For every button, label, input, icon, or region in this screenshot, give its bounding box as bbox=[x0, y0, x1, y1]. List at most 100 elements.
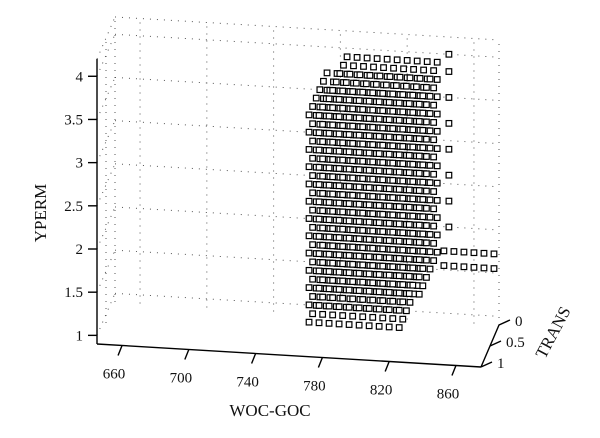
data-point bbox=[395, 203, 403, 211]
data-point bbox=[395, 220, 403, 228]
data-point bbox=[309, 120, 317, 128]
data-point bbox=[450, 248, 458, 255]
data-point bbox=[355, 166, 363, 174]
data-point bbox=[385, 271, 393, 279]
data-point bbox=[402, 82, 410, 90]
data-point bbox=[325, 199, 333, 206]
data-point bbox=[379, 124, 387, 132]
data-point bbox=[319, 172, 327, 180]
data-point bbox=[309, 223, 317, 231]
data-point bbox=[420, 66, 428, 74]
data-point bbox=[319, 120, 327, 128]
data-point bbox=[430, 170, 438, 178]
data-point bbox=[395, 168, 403, 176]
data-point bbox=[369, 175, 377, 183]
grid-line-left-z bbox=[96, 293, 116, 336]
data-point bbox=[369, 279, 377, 287]
data-point bbox=[375, 322, 383, 330]
data-point bbox=[343, 53, 351, 61]
data-point bbox=[309, 206, 317, 214]
data-point bbox=[336, 70, 344, 78]
data-point bbox=[433, 162, 441, 170]
data-point bbox=[375, 184, 383, 192]
data-point bbox=[415, 290, 423, 298]
data-point bbox=[440, 247, 448, 255]
data-point bbox=[450, 262, 458, 270]
data-point bbox=[345, 217, 353, 225]
grid-line-left-z bbox=[96, 163, 116, 207]
data-point bbox=[339, 208, 347, 216]
data-point bbox=[379, 210, 387, 218]
data-point bbox=[385, 219, 393, 227]
data-point bbox=[329, 87, 337, 94]
data-point bbox=[399, 177, 407, 185]
data-point bbox=[385, 254, 393, 262]
data-point bbox=[352, 79, 360, 87]
data-point bbox=[375, 253, 383, 261]
data-point bbox=[419, 265, 427, 272]
data-point bbox=[395, 151, 403, 159]
data-point bbox=[385, 168, 393, 175]
data-point bbox=[319, 190, 327, 197]
data-point bbox=[365, 270, 373, 278]
data-point bbox=[426, 110, 434, 117]
data-point bbox=[382, 81, 390, 89]
data-point bbox=[430, 67, 438, 75]
data-point bbox=[365, 115, 373, 122]
data-point bbox=[430, 136, 438, 144]
data-point bbox=[379, 228, 387, 235]
data-point bbox=[415, 221, 423, 229]
data-point bbox=[349, 209, 357, 216]
data-point bbox=[345, 234, 353, 242]
data-point bbox=[345, 165, 353, 173]
data-point bbox=[460, 248, 468, 256]
data-point bbox=[402, 307, 410, 315]
data-point bbox=[355, 200, 363, 208]
data-point bbox=[405, 290, 413, 298]
data-point bbox=[305, 146, 313, 153]
data-point bbox=[315, 267, 323, 275]
data-point bbox=[319, 207, 327, 215]
data-point bbox=[409, 195, 417, 203]
data-point bbox=[445, 197, 453, 205]
data-point bbox=[395, 99, 403, 107]
data-point bbox=[470, 249, 478, 257]
data-point bbox=[423, 118, 430, 126]
data-point bbox=[426, 196, 434, 204]
data-point bbox=[430, 153, 438, 161]
x-tick bbox=[317, 357, 324, 368]
data-point bbox=[426, 92, 434, 100]
data-point bbox=[375, 150, 383, 158]
data-point bbox=[345, 200, 353, 208]
data-point bbox=[355, 97, 363, 105]
data-point bbox=[379, 245, 387, 253]
data-point bbox=[389, 297, 397, 305]
data-point bbox=[370, 63, 377, 71]
data-point bbox=[410, 66, 417, 73]
data-point bbox=[389, 194, 397, 202]
data-point bbox=[349, 226, 357, 234]
data-point bbox=[309, 241, 317, 249]
data-point bbox=[430, 188, 438, 195]
data-point bbox=[385, 289, 393, 296]
data-point bbox=[405, 134, 413, 142]
x-axis-line bbox=[96, 343, 482, 368]
data-point bbox=[395, 324, 403, 331]
data-point bbox=[379, 314, 387, 322]
data-point bbox=[305, 163, 313, 171]
data-point bbox=[319, 241, 327, 249]
data-point bbox=[409, 229, 417, 237]
data-point bbox=[405, 186, 413, 194]
data-point bbox=[339, 294, 347, 302]
data-point bbox=[372, 81, 380, 88]
data-point bbox=[433, 214, 441, 222]
data-point bbox=[395, 185, 403, 193]
data-point bbox=[305, 318, 313, 326]
data-point bbox=[325, 147, 333, 155]
data-point bbox=[433, 76, 441, 83]
data-point bbox=[355, 269, 363, 277]
data-point bbox=[365, 201, 373, 209]
data-point bbox=[356, 71, 364, 79]
data-point bbox=[345, 303, 353, 311]
